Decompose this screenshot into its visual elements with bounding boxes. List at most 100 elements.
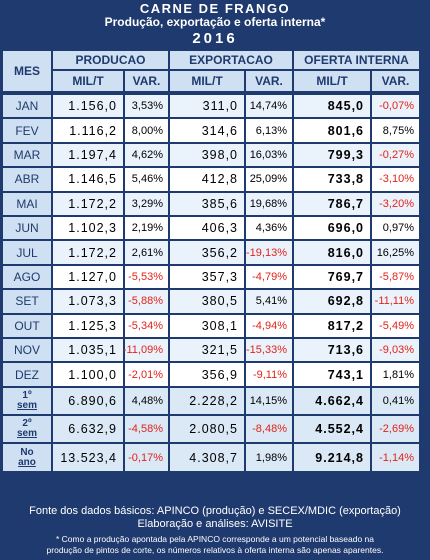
column-header-unit: MIL/T: [170, 71, 244, 91]
footnote: * Como a produção apontada pela APINCO c…: [0, 534, 430, 556]
value-cell: 321,5: [170, 339, 244, 362]
summary-label-line-1: No: [20, 446, 34, 458]
value-cell: 692,8: [294, 290, 370, 313]
month-label: NOV: [3, 339, 51, 362]
summary-variation-cell: 14,15%: [246, 387, 292, 415]
variation-cell: -5,88%: [125, 290, 168, 313]
summary-label-line-2: sem: [16, 399, 37, 411]
value-cell: 1.197,4: [53, 143, 123, 167]
variation-cell: 8,00%: [125, 119, 168, 142]
variation-cell: 3,29%: [125, 192, 168, 215]
variation-cell: -11,09%: [123, 339, 168, 362]
summary-label: No ano: [3, 444, 51, 471]
page-subtitle: Produção, exportação e oferta interna*: [104, 15, 326, 29]
value-cell: 311,0: [170, 95, 244, 118]
value-cell: 743,1: [294, 363, 370, 386]
summary-label: 2º sem: [3, 416, 51, 443]
month-label: JUL: [3, 241, 51, 264]
value-cell: 1.102,3: [53, 217, 123, 240]
summary-label-line-2: sem: [16, 428, 37, 440]
variation-cell: -9,03%: [372, 339, 419, 362]
value-cell: 801,6: [294, 119, 370, 142]
value-cell: 799,3: [294, 143, 370, 167]
summary-value-cell: 13.523,4: [53, 444, 123, 471]
variation-cell: -5,87%: [372, 265, 419, 289]
summary-variation-cell: 4,48%: [125, 387, 168, 415]
value-cell: 356,2: [170, 241, 244, 264]
month-label: DEZ: [3, 363, 51, 386]
variation-cell: 16,25%: [372, 241, 419, 264]
value-cell: 406,3: [170, 217, 244, 240]
value-cell: 713,6: [294, 339, 370, 362]
summary-value-cell: 6.632,9: [53, 416, 123, 443]
value-cell: 380,5: [170, 290, 244, 313]
summary-variation-cell: -4,58%: [125, 416, 168, 443]
summary-variation-cell: -8,48%: [246, 416, 292, 443]
value-cell: 1.073,3: [53, 290, 123, 313]
variation-cell: -3,20%: [372, 192, 419, 215]
value-cell: 357,3: [170, 265, 244, 289]
value-cell: 1.125,3: [53, 314, 123, 337]
column-group-producao: PRODUCAO: [53, 51, 168, 69]
variation-cell: -3,10%: [372, 168, 419, 191]
value-cell: 1.035,1: [53, 339, 123, 362]
credits-note: Elaboração e análises: AVISITE: [137, 518, 293, 530]
value-cell: 1.146,5: [53, 168, 123, 191]
summary-value-cell: 2.228,2: [170, 387, 244, 415]
value-cell: 1.116,2: [53, 119, 123, 142]
variation-cell: -4,79%: [246, 265, 292, 289]
variation-cell: -5,49%: [372, 314, 419, 337]
month-label: MAI: [3, 192, 51, 215]
variation-cell: 8,75%: [372, 119, 419, 142]
summary-value-cell: 9.214,8: [294, 444, 370, 471]
table-header: CARNE DE FRANGO Produção, exportação e o…: [0, 0, 430, 51]
value-cell: 385,6: [170, 192, 244, 215]
variation-cell: -5,34%: [125, 314, 168, 337]
value-cell: 314,6: [170, 119, 244, 142]
variation-cell: 3,53%: [125, 95, 168, 118]
year-label: 2016: [192, 30, 238, 47]
column-header-unit: MIL/T: [294, 71, 370, 91]
month-label: JUN: [3, 217, 51, 240]
value-cell: 1.127,0: [53, 265, 123, 289]
variation-cell: -2,01%: [125, 363, 168, 386]
column-group-exportacao: EXPORTACAO: [170, 51, 292, 69]
table-footer: Fonte dos dados básicos: APINCO (produçã…: [0, 505, 430, 560]
month-label: MAR: [3, 143, 51, 167]
variation-cell: -0,07%: [372, 95, 419, 118]
summary-variation-cell: 0,41%: [372, 387, 419, 415]
variation-cell: 2,61%: [125, 241, 168, 264]
value-cell: 696,0: [294, 217, 370, 240]
column-header-unit: MIL/T: [53, 71, 123, 91]
month-label: OUT: [3, 314, 51, 337]
summary-variation-cell: 1,98%: [246, 444, 292, 471]
value-cell: 1.172,2: [53, 241, 123, 264]
variation-cell: 16,03%: [246, 143, 292, 167]
value-cell: 816,0: [294, 241, 370, 264]
variation-cell: 25,09%: [246, 168, 292, 191]
value-cell: 817,2: [294, 314, 370, 337]
variation-cell: 6,13%: [246, 119, 292, 142]
column-header-var: VAR.: [372, 71, 419, 91]
variation-cell: 4,36%: [246, 217, 292, 240]
value-cell: 398,0: [170, 143, 244, 167]
summary-value-cell: 4.552,4: [294, 416, 370, 443]
value-cell: 1.100,0: [53, 363, 123, 386]
summary-label: 1º sem: [3, 387, 51, 415]
summary-label-line-2: ano: [18, 456, 36, 468]
month-label: ABR: [3, 168, 51, 191]
variation-cell: 14,74%: [246, 95, 292, 118]
value-cell: 1.156,0: [53, 95, 123, 118]
value-cell: 769,7: [294, 265, 370, 289]
source-note: Fonte dos dados básicos: APINCO (produçã…: [29, 505, 401, 517]
column-header-var: VAR.: [125, 71, 168, 91]
month-label: SET: [3, 290, 51, 313]
variation-cell: -9,11%: [246, 363, 292, 386]
column-header-mes: MES: [3, 51, 51, 91]
value-cell: 356,9: [170, 363, 244, 386]
summary-label-line-1: 1º: [22, 389, 32, 401]
value-cell: 412,8: [170, 168, 244, 191]
variation-cell: -15,33%: [246, 339, 292, 362]
value-cell: 308,1: [170, 314, 244, 337]
